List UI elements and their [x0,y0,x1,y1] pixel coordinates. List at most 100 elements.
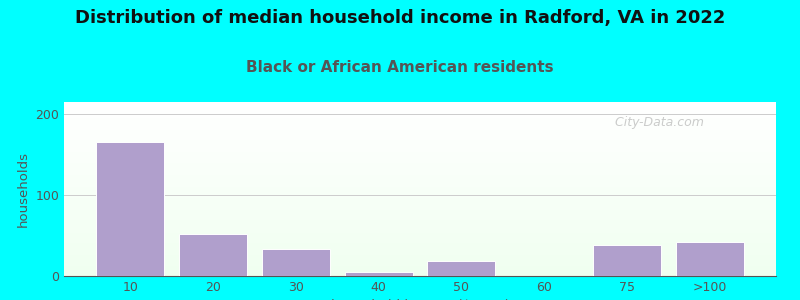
Bar [64,194,776,196]
Bar [64,172,776,173]
Bar [64,128,776,130]
Y-axis label: households: households [17,151,30,227]
Bar [64,213,776,215]
Bar [64,165,776,167]
Bar [64,144,776,146]
Bar [64,119,776,121]
Bar [64,200,776,201]
Bar [64,229,776,231]
Bar [64,210,776,212]
Bar [64,151,776,152]
Bar [64,106,776,107]
Bar [427,261,495,276]
Bar [64,274,776,276]
Bar [96,142,164,276]
Bar [64,167,776,168]
Bar [64,139,776,140]
Bar [64,260,776,262]
Bar [64,250,776,252]
Bar [64,185,776,187]
Bar [64,109,776,111]
Text: Distribution of median household income in Radford, VA in 2022: Distribution of median household income … [75,9,725,27]
Bar [64,238,776,239]
Bar [593,245,661,276]
Bar [64,220,776,222]
Bar [64,168,776,170]
Bar [64,126,776,128]
Bar [64,111,776,112]
Bar [64,245,776,246]
Bar [64,187,776,189]
Bar [64,133,776,135]
Bar [64,147,776,149]
Text: City-Data.com: City-Data.com [606,116,703,129]
Bar [64,154,776,156]
Bar [64,252,776,254]
Bar [64,219,776,220]
Bar [64,232,776,234]
Bar [64,231,776,233]
Bar [64,272,776,274]
Bar [64,142,776,144]
Bar [64,239,776,241]
Bar [64,267,776,269]
Bar [64,152,776,154]
Bar [64,241,776,243]
Bar [64,222,776,224]
Bar [179,234,247,276]
Bar [64,226,776,227]
Bar [64,255,776,257]
Bar [64,182,776,184]
Bar [64,184,776,185]
X-axis label: household income ($1000): household income ($1000) [330,299,510,300]
Bar [64,161,776,163]
Bar [64,130,776,132]
Bar [64,227,776,229]
Bar [64,135,776,137]
Bar [64,205,776,206]
Bar [64,254,776,255]
Bar [64,178,776,180]
Bar [64,201,776,203]
Bar [64,243,776,245]
Bar [345,272,413,276]
Bar [64,236,776,238]
Bar [64,149,776,151]
Bar [64,269,776,271]
Bar [64,248,776,250]
Bar [64,124,776,126]
Bar [64,246,776,248]
Bar [64,203,776,205]
Bar [64,234,776,236]
Bar [262,249,330,276]
Bar [64,123,776,124]
Bar [64,217,776,219]
Bar [64,102,776,104]
Bar [64,189,776,191]
Bar [64,132,776,133]
Bar [64,180,776,182]
Bar [64,208,776,210]
Bar [64,156,776,158]
Bar [64,206,776,208]
Bar [64,271,776,272]
Bar [64,177,776,178]
Bar [64,107,776,109]
Text: Black or African American residents: Black or African American residents [246,60,554,75]
Bar [64,212,776,213]
Bar [64,158,776,159]
Bar [64,121,776,123]
Bar [64,118,776,119]
Bar [64,159,776,161]
Bar [64,163,776,165]
Bar [64,173,776,175]
Bar [64,257,776,259]
Bar [64,224,776,226]
Bar [64,259,776,260]
Bar [64,140,776,142]
Bar [64,175,776,177]
Bar [64,215,776,217]
Bar [64,104,776,106]
Bar [64,116,776,118]
Bar [64,137,776,139]
